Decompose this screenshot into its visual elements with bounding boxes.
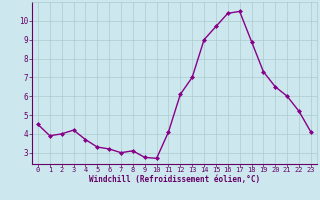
X-axis label: Windchill (Refroidissement éolien,°C): Windchill (Refroidissement éolien,°C) [89,175,260,184]
